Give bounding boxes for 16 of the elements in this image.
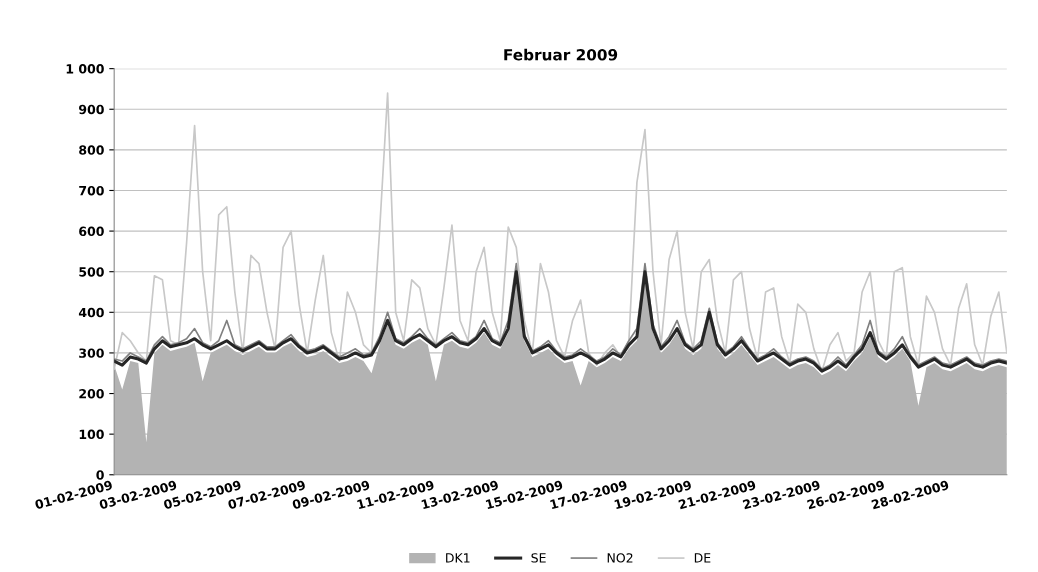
y-tick-label: 400: [78, 307, 104, 318]
y-tick-label: 800: [79, 145, 104, 155]
y-tick-label: 300: [79, 348, 104, 358]
legend-label: SE: [531, 553, 546, 563]
legend-label: DK1: [446, 553, 470, 563]
y-tick-label: 100: [79, 429, 104, 440]
chart-title: Februar 2009: [504, 48, 618, 61]
y-tick-label: 1 000: [66, 64, 104, 74]
y-tick-label: 0: [96, 470, 104, 480]
y-tick-label: 700: [79, 185, 104, 196]
y-tick-label: 500: [79, 267, 104, 277]
legend-label: DE: [694, 553, 711, 563]
y-tick-label: 200: [79, 389, 104, 399]
legend-label: NO2: [607, 553, 633, 563]
y-tick-label: 600: [79, 226, 104, 237]
y-tick-label: 900: [79, 104, 104, 115]
